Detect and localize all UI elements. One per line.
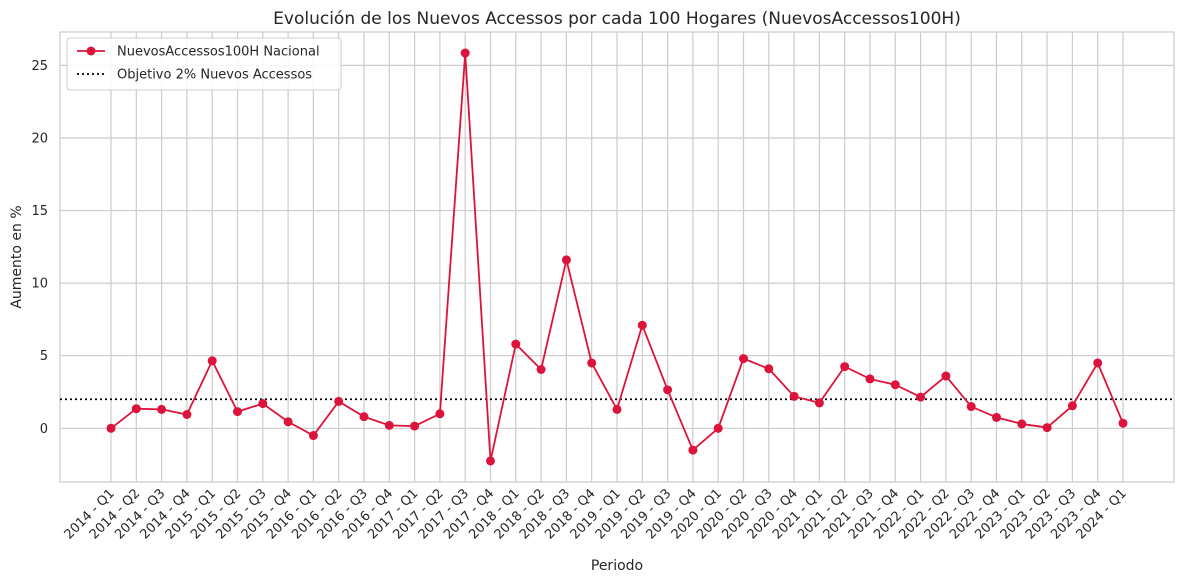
plot-area: [59, 31, 1175, 483]
data-point: [561, 255, 571, 265]
y-tick-label: 15: [31, 204, 48, 219]
y-tick-label: 10: [31, 277, 48, 292]
data-point: [814, 398, 824, 408]
data-point: [587, 358, 597, 368]
data-point: [789, 391, 799, 401]
data-point: [258, 399, 268, 409]
data-point: [106, 423, 116, 433]
legend-box: [66, 37, 342, 91]
data-point: [157, 404, 167, 414]
y-tick-label: 0: [40, 422, 48, 437]
data-point: [637, 320, 647, 330]
data-point: [207, 356, 217, 366]
data-point: [283, 417, 293, 427]
data-point: [840, 362, 850, 372]
chart-title: Evolución de los Nuevos Accessos por cad…: [273, 9, 961, 29]
x-axis-label: Periodo: [591, 558, 643, 574]
data-point: [941, 371, 951, 381]
data-points: [106, 48, 1128, 466]
data-point: [1017, 419, 1027, 429]
data-point: [460, 48, 470, 58]
data-point: [359, 412, 369, 422]
data-point: [739, 354, 748, 364]
data-point: [435, 409, 445, 419]
data-point: [131, 404, 141, 414]
data-point: [663, 385, 673, 395]
data-point: [612, 404, 622, 414]
data-point: [511, 339, 521, 349]
grid: [60, 32, 1174, 482]
y-tick-label: 5: [40, 349, 48, 364]
data-point: [1042, 423, 1052, 433]
data-point: [992, 412, 1001, 422]
data-point: [865, 374, 875, 384]
data-point: [233, 407, 242, 417]
data-point: [182, 410, 192, 419]
data-point: [334, 396, 344, 406]
data-point: [486, 456, 495, 466]
data-point: [916, 392, 926, 402]
data-point: [713, 423, 723, 433]
data-point: [688, 445, 698, 455]
legend-series-label: NuevosAccessos100H Nacional: [117, 45, 320, 60]
y-tick-label: 20: [31, 131, 48, 146]
legend-series-marker: [86, 46, 96, 56]
y-axis-label: Aumento en %: [9, 205, 25, 308]
data-point: [1118, 418, 1128, 428]
legend: NuevosAccessos100H Nacional Objetivo 2% …: [66, 37, 342, 91]
data-point: [1067, 401, 1077, 411]
data-point: [410, 421, 420, 431]
data-point: [384, 420, 394, 430]
data-point: [764, 364, 774, 374]
data-point: [966, 402, 976, 412]
data-point: [308, 431, 318, 441]
legend-reference-label: Objetivo 2% Nuevos Accessos: [117, 68, 312, 83]
y-tick-label: 25: [31, 59, 48, 74]
data-point: [1093, 358, 1103, 368]
y-tick-labels: 0 5 10 15 20 25: [31, 59, 48, 437]
data-point: [890, 380, 900, 390]
data-point: [536, 365, 546, 374]
